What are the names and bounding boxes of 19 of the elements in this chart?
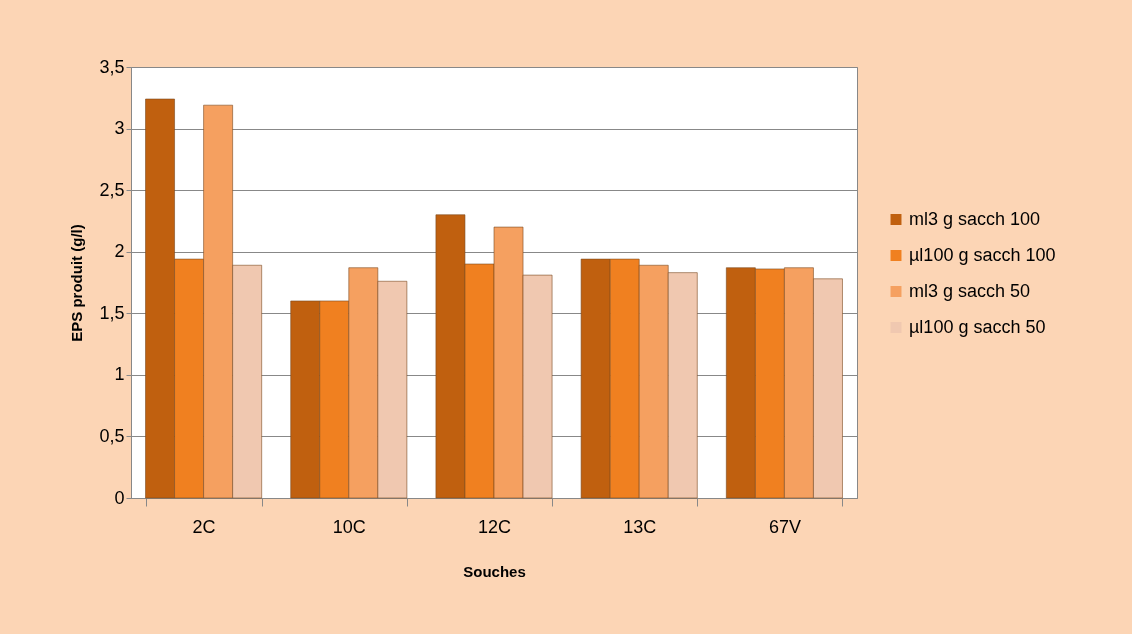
- legend-label: µl100 g sacch 100: [909, 244, 1056, 265]
- x-axis-title: Souches: [463, 562, 526, 580]
- y-tick-label: 2,5: [99, 179, 125, 200]
- y-tick-label: 0: [114, 487, 125, 508]
- y-axis-title: EPS produit (g/l): [68, 224, 86, 342]
- legend-label: ml3 g sacch 50: [909, 280, 1031, 301]
- legend-label: µl100 g sacch 50: [909, 316, 1046, 337]
- x-tick-label: 13C: [623, 516, 657, 537]
- x-tick-label: 2C: [192, 516, 216, 537]
- x-tick-label: 67V: [768, 516, 801, 537]
- legend-label: ml3 g sacch 100: [909, 208, 1041, 229]
- y-tick-label: 3: [114, 118, 125, 139]
- y-tick-label: 0,5: [99, 425, 125, 446]
- y-tick-label: 1,5: [99, 302, 125, 323]
- y-tick-label: 3,5: [99, 56, 125, 77]
- x-tick-label: 10C: [332, 516, 366, 537]
- x-tick-label: 12C: [477, 516, 512, 537]
- y-tick-label: 1: [114, 364, 125, 385]
- y-tick-label: 2: [114, 241, 125, 262]
